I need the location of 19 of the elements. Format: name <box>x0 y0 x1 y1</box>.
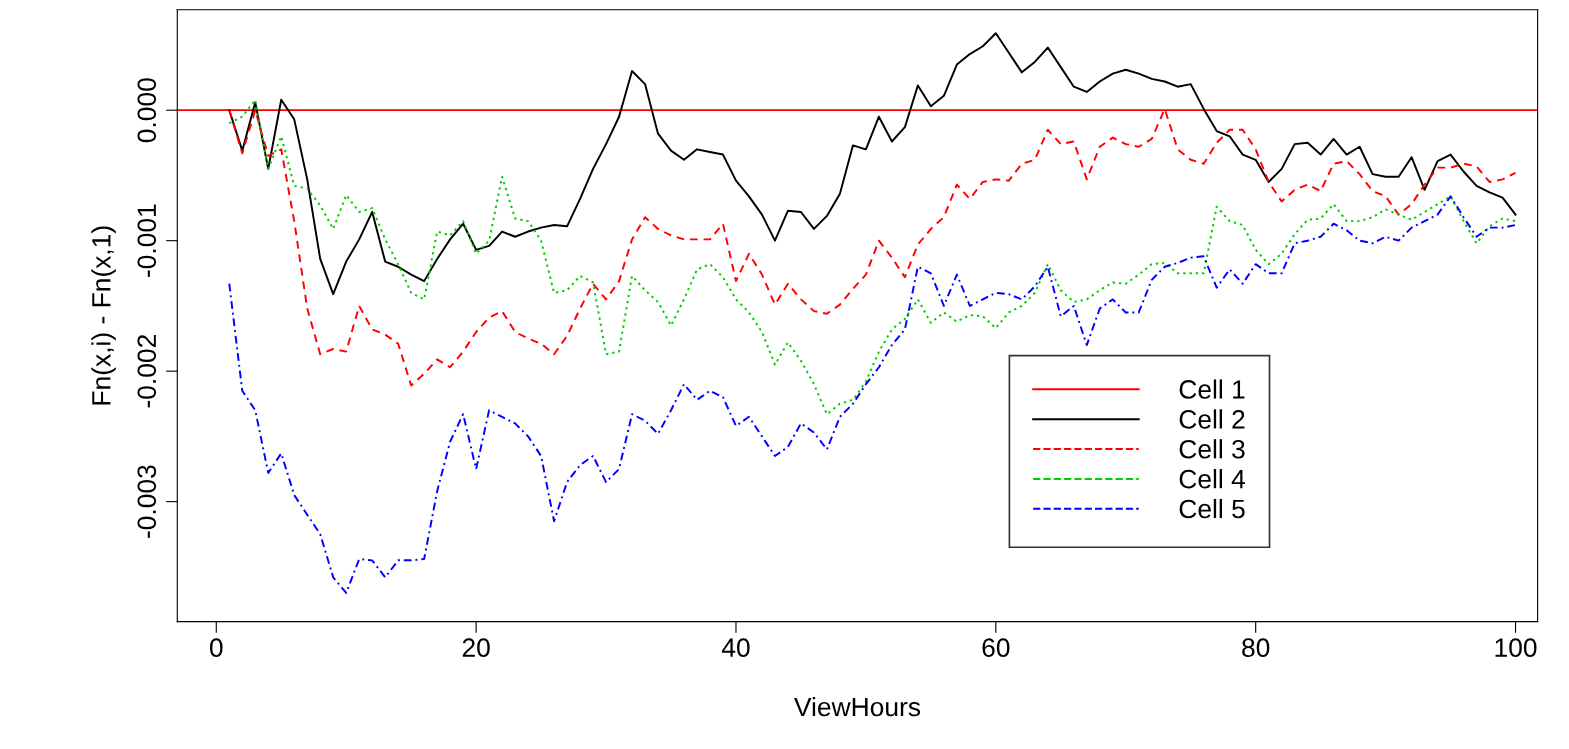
line-series <box>228 32 1517 296</box>
y-axis-title: Fn(x,i) - Fn(x,1) <box>91 226 116 405</box>
y-tick-label: -0.003 <box>137 465 157 538</box>
legend-label: Cell 3 <box>1179 439 1245 459</box>
x-tick-label: 100 <box>1495 638 1537 658</box>
x-axis-title: ViewHours <box>794 696 921 717</box>
y-tick-label: -0.001 <box>137 204 157 277</box>
y-tick-label: 0.000 <box>137 78 157 143</box>
x-tick-label: 20 <box>462 638 490 658</box>
x-tick-label: 40 <box>721 638 750 658</box>
x-tick-label: 0 <box>209 638 223 658</box>
y-tick-label: -0.002 <box>137 335 157 408</box>
legend-label: Cell 2 <box>1179 409 1245 429</box>
line-series <box>228 195 1517 594</box>
x-tick-label: 60 <box>982 638 1010 658</box>
legend-label: Cell 1 <box>1179 379 1245 399</box>
legend-label: Cell 4 <box>1179 469 1245 489</box>
x-tick-label: 80 <box>1242 638 1270 658</box>
legend-label: Cell 5 <box>1179 498 1245 519</box>
